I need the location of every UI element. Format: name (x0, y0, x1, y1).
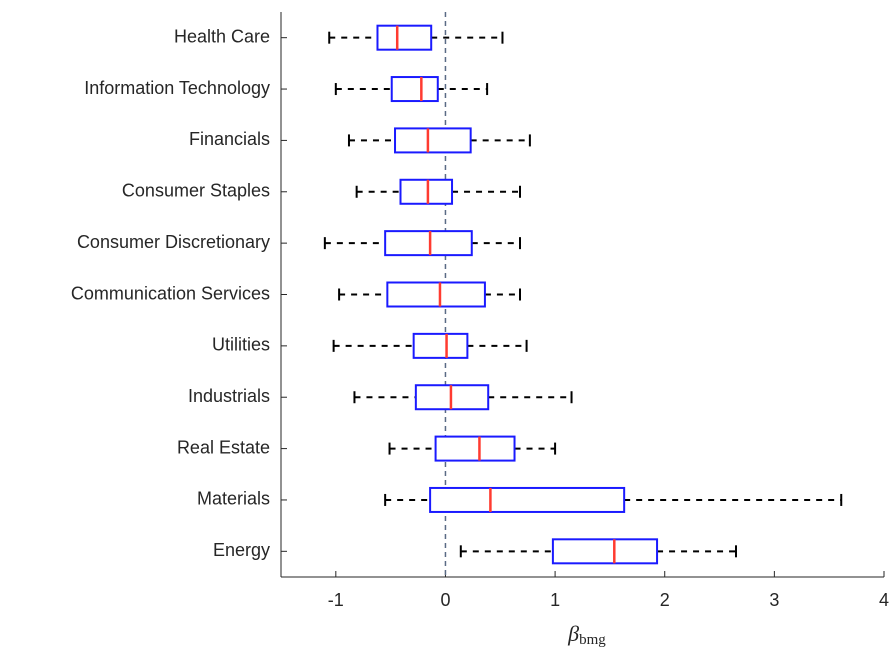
y-tick-label: Communication Services (71, 283, 270, 303)
y-tick-label: Real Estate (177, 437, 270, 457)
y-tick-label: Consumer Staples (122, 181, 270, 201)
x-tick-label: 2 (660, 590, 670, 610)
x-tick-label: -1 (328, 590, 344, 610)
box (376, 24, 433, 51)
box (412, 332, 469, 359)
x-tick-label: 1 (550, 590, 560, 610)
y-tick-label: Information Technology (84, 78, 270, 98)
box (394, 127, 472, 154)
x-axis-label: βbmg (567, 621, 606, 647)
box (399, 178, 454, 205)
box (386, 281, 486, 308)
x-axis-label-sub: bmg (579, 632, 606, 647)
y-tick-label: Health Care (174, 26, 270, 46)
y-tick-label: Energy (213, 540, 270, 560)
box (434, 435, 516, 462)
x-tick-label: 4 (879, 590, 889, 610)
x-tick-label: 0 (440, 590, 450, 610)
y-tick-label: Materials (197, 489, 270, 509)
x-axis-label-main: β (567, 621, 579, 646)
x-tick-label: 3 (769, 590, 779, 610)
box (390, 76, 439, 103)
y-tick-label: Consumer Discretionary (77, 232, 270, 252)
y-tick-label: Industrials (188, 386, 270, 406)
y-tick-label: Financials (189, 129, 270, 149)
box (551, 538, 659, 565)
y-tick-label: Utilities (212, 335, 270, 355)
box (429, 486, 626, 513)
box (384, 230, 473, 257)
